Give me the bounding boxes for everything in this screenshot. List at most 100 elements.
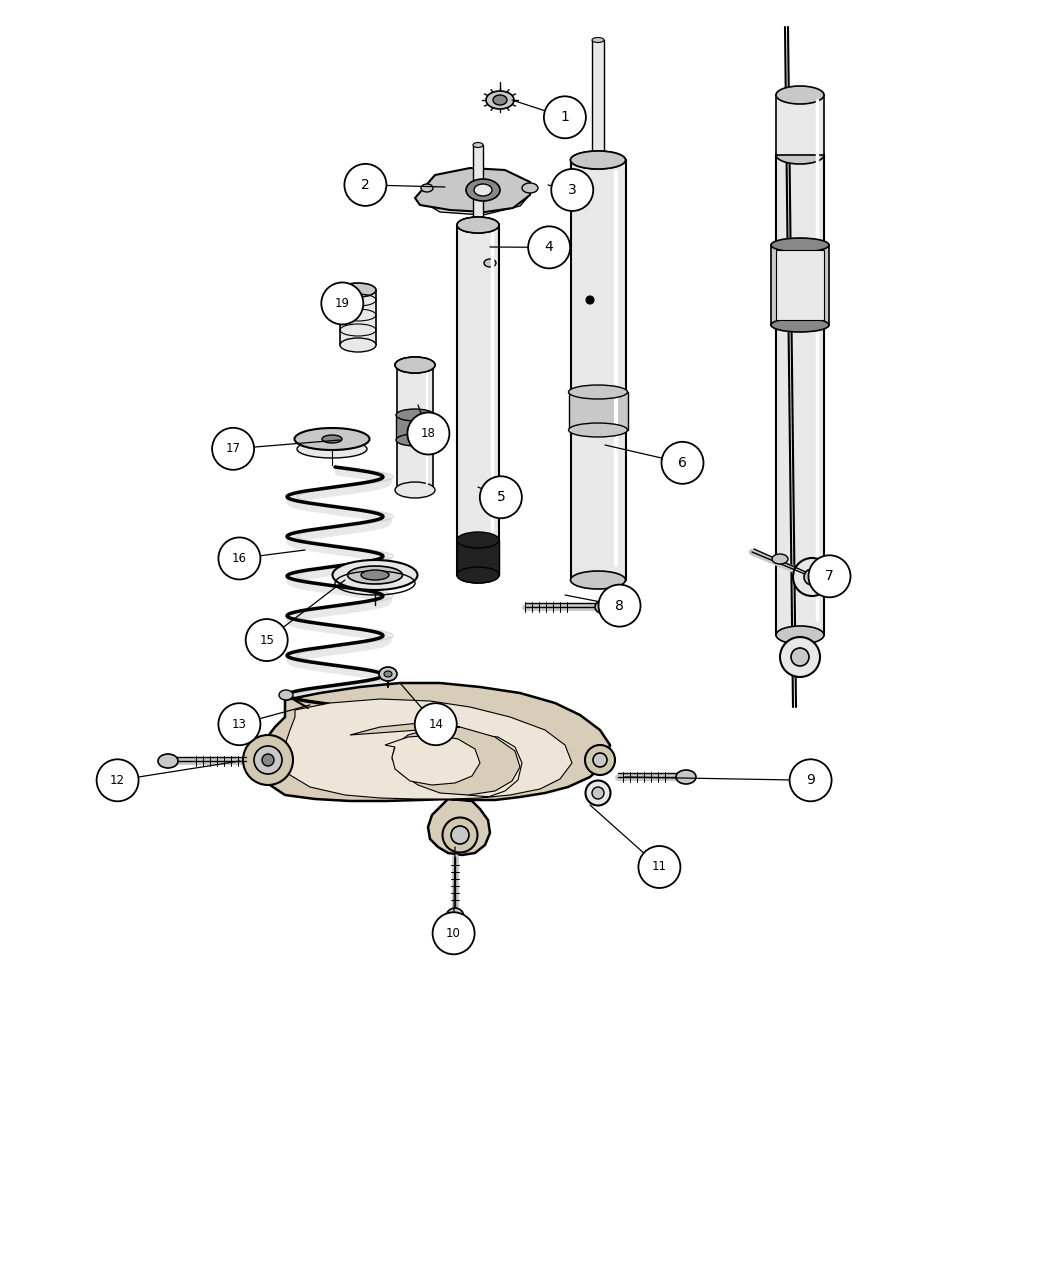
Bar	[592, 40, 604, 159]
Circle shape	[212, 428, 254, 469]
Ellipse shape	[457, 217, 499, 233]
Ellipse shape	[494, 96, 507, 105]
Bar	[771, 245, 830, 325]
Bar	[457, 224, 499, 575]
Circle shape	[218, 538, 260, 579]
Circle shape	[218, 704, 260, 745]
Ellipse shape	[570, 571, 626, 589]
Circle shape	[433, 913, 475, 954]
Ellipse shape	[446, 908, 464, 926]
Ellipse shape	[457, 532, 499, 548]
Ellipse shape	[340, 338, 376, 352]
Polygon shape	[385, 734, 480, 785]
Ellipse shape	[676, 770, 696, 784]
Ellipse shape	[474, 184, 492, 196]
Text: 15: 15	[259, 634, 274, 646]
Ellipse shape	[297, 440, 368, 458]
Circle shape	[528, 227, 570, 268]
Ellipse shape	[568, 385, 628, 399]
Ellipse shape	[348, 566, 402, 584]
Text: 19: 19	[335, 297, 350, 310]
Ellipse shape	[333, 560, 418, 590]
Ellipse shape	[452, 826, 469, 844]
Ellipse shape	[395, 357, 435, 374]
Text: 14: 14	[428, 718, 443, 731]
Text: 16: 16	[232, 552, 247, 565]
Ellipse shape	[457, 217, 499, 233]
Text: 4: 4	[545, 241, 553, 254]
Circle shape	[544, 97, 586, 138]
Polygon shape	[423, 193, 527, 215]
Ellipse shape	[568, 423, 628, 437]
Circle shape	[551, 170, 593, 210]
Polygon shape	[258, 683, 610, 856]
Ellipse shape	[457, 567, 499, 583]
Ellipse shape	[804, 569, 820, 585]
Text: 6: 6	[678, 456, 687, 469]
Ellipse shape	[586, 780, 610, 806]
Ellipse shape	[522, 184, 538, 193]
Circle shape	[790, 760, 832, 801]
Ellipse shape	[396, 434, 434, 446]
Bar	[776, 250, 824, 320]
Bar	[569, 391, 628, 430]
Bar	[340, 289, 376, 346]
Ellipse shape	[361, 570, 388, 580]
Circle shape	[662, 442, 704, 483]
Circle shape	[407, 413, 449, 454]
Ellipse shape	[570, 150, 626, 170]
Bar	[776, 96, 824, 156]
Ellipse shape	[457, 567, 499, 583]
Text: 18: 18	[421, 427, 436, 440]
Circle shape	[97, 760, 139, 801]
Ellipse shape	[395, 357, 435, 374]
Polygon shape	[415, 168, 530, 212]
Ellipse shape	[780, 638, 820, 677]
Text: 1: 1	[561, 111, 569, 124]
Ellipse shape	[592, 37, 604, 42]
Ellipse shape	[254, 746, 282, 774]
Circle shape	[598, 585, 640, 626]
Ellipse shape	[243, 734, 293, 785]
Ellipse shape	[586, 296, 594, 303]
Ellipse shape	[486, 91, 514, 108]
Ellipse shape	[421, 184, 433, 193]
Circle shape	[808, 556, 850, 597]
Ellipse shape	[585, 745, 615, 775]
Ellipse shape	[395, 482, 435, 499]
Ellipse shape	[340, 283, 376, 297]
Ellipse shape	[592, 787, 604, 799]
Circle shape	[246, 620, 288, 660]
Text: 11: 11	[652, 861, 667, 873]
Ellipse shape	[279, 690, 293, 700]
Ellipse shape	[772, 555, 788, 564]
Polygon shape	[350, 723, 520, 796]
Ellipse shape	[466, 179, 500, 201]
Ellipse shape	[776, 626, 824, 644]
Ellipse shape	[379, 667, 397, 681]
Ellipse shape	[593, 754, 607, 768]
Ellipse shape	[771, 317, 830, 332]
Bar	[472, 145, 483, 224]
Text: 5: 5	[497, 491, 505, 504]
Text: 8: 8	[615, 599, 624, 612]
Ellipse shape	[322, 435, 342, 442]
Circle shape	[480, 477, 522, 518]
Bar	[776, 156, 824, 635]
Ellipse shape	[262, 754, 274, 766]
Text: 10: 10	[446, 927, 461, 940]
Circle shape	[415, 704, 457, 745]
Ellipse shape	[595, 601, 615, 615]
Ellipse shape	[442, 817, 478, 853]
Ellipse shape	[396, 409, 434, 421]
Circle shape	[638, 847, 680, 887]
Ellipse shape	[484, 259, 496, 266]
Ellipse shape	[776, 147, 824, 164]
Ellipse shape	[791, 648, 808, 666]
Bar	[396, 414, 434, 440]
Ellipse shape	[294, 428, 370, 450]
Ellipse shape	[384, 671, 392, 677]
Bar	[397, 365, 433, 490]
Ellipse shape	[776, 85, 824, 105]
Text: 2: 2	[361, 179, 370, 191]
